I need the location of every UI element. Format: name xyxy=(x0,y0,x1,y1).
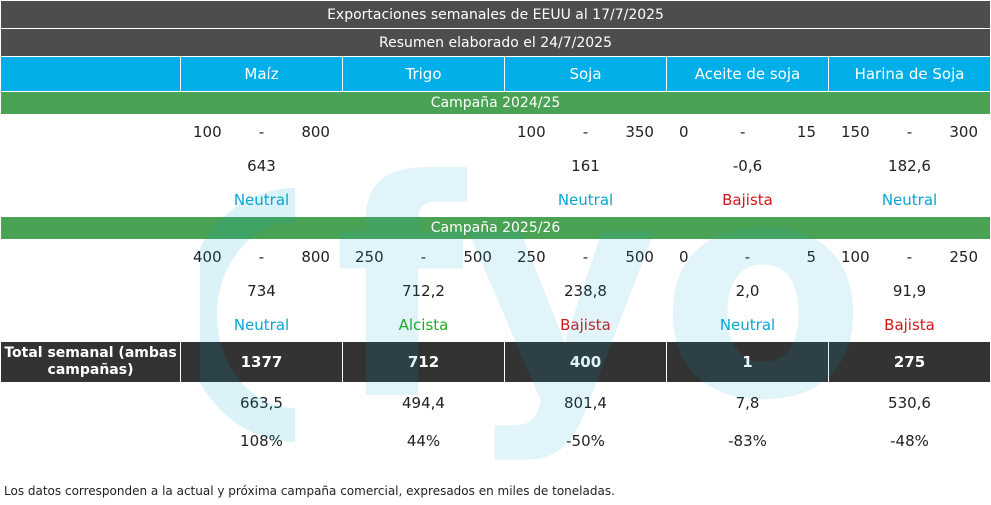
header-blank xyxy=(0,56,181,92)
prev-aceite: 7,8 xyxy=(666,382,829,424)
c2-valor-harina: 91,9 xyxy=(827,273,991,308)
var-soja: -50% xyxy=(504,423,667,458)
var-harina: -48% xyxy=(827,423,991,458)
c1-valor-aceite: -0,6 xyxy=(666,148,829,183)
c1-expectativa-trigo xyxy=(342,114,505,149)
total-harina: 275 xyxy=(827,341,991,383)
c2-expectativa-trigo: 250-500 xyxy=(342,239,505,274)
header-trigo: Trigo xyxy=(342,56,505,92)
c2-efecto-harina: Bajista xyxy=(827,307,991,342)
c2-valor-aceite: 2,0 xyxy=(666,273,829,308)
c1-efecto-soja: Neutral xyxy=(504,182,667,217)
c2-valor-soja: 238,8 xyxy=(504,273,667,308)
campaign-2025-26-header: Campaña 2025/26 xyxy=(0,216,991,240)
c2-expectativa-aceite: 0-5 xyxy=(666,239,829,274)
row-label-expectativa-2: Expectativa xyxy=(0,239,181,274)
row-label-efecto-esperado-2: Efecto esperado xyxy=(0,307,181,342)
var-aceite: -83% xyxy=(666,423,829,458)
c1-efecto-maiz: Neutral xyxy=(180,182,343,217)
var-maiz: 108% xyxy=(180,423,343,458)
total-maiz: 1377 xyxy=(180,341,343,383)
row-label-valor-reportado-2: Valor reportado xyxy=(0,273,181,308)
c2-efecto-maiz: Neutral xyxy=(180,307,343,342)
row-label-expectativa: Expectativa xyxy=(0,114,181,149)
row-label-var-semanal: Var. semanal xyxy=(0,423,181,458)
c2-expectativa-maiz: 400-800 xyxy=(180,239,343,274)
c1-efecto-harina: Neutral xyxy=(827,182,991,217)
table-title: Exportaciones semanales de EEUU al 17/7/… xyxy=(0,0,991,29)
prev-soja: 801,4 xyxy=(504,382,667,424)
footnote: Los datos corresponden a la actual y pró… xyxy=(4,484,615,498)
header-soja: Soja xyxy=(504,56,667,92)
c1-valor-soja: 161 xyxy=(504,148,667,183)
total-aceite: 1 xyxy=(666,341,829,383)
header-maiz: Maíz xyxy=(180,56,343,92)
c2-expectativa-soja: 250-500 xyxy=(504,239,667,274)
c1-efecto-aceite: Bajista xyxy=(666,182,829,217)
row-label-valor-reportado: Valor reportado xyxy=(0,148,181,183)
prev-maiz: 663,5 xyxy=(180,382,343,424)
table-subtitle: Resumen elaborado el 24/7/2025 xyxy=(0,28,991,57)
c1-valor-harina: 182,6 xyxy=(827,148,991,183)
c2-valor-maiz: 734 xyxy=(180,273,343,308)
c2-valor-trigo: 712,2 xyxy=(342,273,505,308)
c1-valor-maiz: 643 xyxy=(180,148,343,183)
c1-efecto-trigo xyxy=(342,182,505,217)
c1-valor-trigo xyxy=(342,148,505,183)
row-label-valor-anterior: Valor anterior (ambas campañas) xyxy=(0,382,181,424)
data-table: Exportaciones semanales de EEUU al 17/7/… xyxy=(0,0,991,458)
total-trigo: 712 xyxy=(342,341,505,383)
c1-expectativa-aceite: 0-15 xyxy=(666,114,829,149)
c2-expectativa-harina: 100-250 xyxy=(827,239,991,274)
var-trigo: 44% xyxy=(342,423,505,458)
prev-trigo: 494,4 xyxy=(342,382,505,424)
c2-efecto-trigo: Alcista xyxy=(342,307,505,342)
c1-expectativa-harina: 150-300 xyxy=(827,114,991,149)
c1-expectativa-maiz: 100-800 xyxy=(180,114,343,149)
c2-efecto-aceite: Neutral xyxy=(666,307,829,342)
campaign-2024-25-header: Campaña 2024/25 xyxy=(0,91,991,115)
row-label-total-semanal: Total semanal (ambas campañas) xyxy=(0,341,181,383)
c2-efecto-soja: Bajista xyxy=(504,307,667,342)
header-aceite-de-soja: Aceite de soja xyxy=(666,56,829,92)
prev-harina: 530,6 xyxy=(827,382,991,424)
total-soja: 400 xyxy=(504,341,667,383)
c1-expectativa-soja: 100-350 xyxy=(504,114,667,149)
row-label-efecto-esperado: Efecto esperado xyxy=(0,182,181,217)
header-harina-de-soja: Harina de Soja xyxy=(827,56,991,92)
